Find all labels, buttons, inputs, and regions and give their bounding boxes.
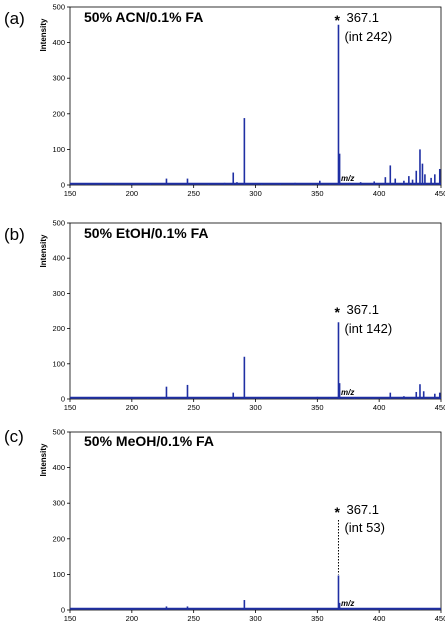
y-tick-label: 300 <box>52 289 65 298</box>
x-tick-label: 450 <box>435 403 445 412</box>
y-tick-label: 400 <box>52 254 65 263</box>
y-tick-label: 400 <box>52 463 65 472</box>
x-axis-label: m/z <box>341 599 354 608</box>
x-tick-label: 250 <box>187 614 200 623</box>
panel-label: (c) <box>4 427 24 446</box>
y-axis-label: Intensity <box>39 18 48 51</box>
x-tick-label: 350 <box>311 189 324 198</box>
x-tick-label: 300 <box>249 403 262 412</box>
annotation-star: * <box>334 12 340 28</box>
panel-label: (b) <box>4 225 25 244</box>
annotation-intensity: (int 142) <box>344 321 392 336</box>
spectrum-panel-a: 0 100 200 300 400 500 150 200 250 300 350 400 450 Int… <box>4 3 445 199</box>
annotation-mz: 367.1 <box>346 302 379 317</box>
x-tick-label: 350 <box>311 403 324 412</box>
x-axis-label: m/z <box>341 388 354 397</box>
y-tick-label: 100 <box>52 145 65 154</box>
x-tick-label: 400 <box>373 403 386 412</box>
plot-frame <box>69 431 442 611</box>
x-tick-label: 150 <box>64 403 77 412</box>
x-tick-label: 350 <box>311 614 324 623</box>
x-tick-label: 150 <box>64 614 77 623</box>
annotation-star: * <box>334 504 340 520</box>
panel-label: (a) <box>4 9 25 28</box>
y-tick-label: 300 <box>52 74 65 83</box>
x-tick-label: 450 <box>435 614 445 623</box>
x-tick-label: 400 <box>373 614 386 623</box>
y-tick-label: 0 <box>61 606 65 615</box>
x-tick-label: 200 <box>126 189 139 198</box>
panel-title: 50% ACN/0.1% FA <box>84 9 203 25</box>
y-tick-label: 200 <box>52 534 65 543</box>
annotation-star: * <box>334 304 340 320</box>
x-tick-label: 450 <box>435 189 445 198</box>
panel-title: 50% MeOH/0.1% FA <box>84 433 214 449</box>
y-axis-label: Intensity <box>39 234 48 267</box>
y-tick-label: 500 <box>52 3 65 12</box>
x-tick-label: 250 <box>187 189 200 198</box>
y-tick-label: 500 <box>52 219 65 228</box>
annotation-intensity: (int 53) <box>344 520 384 535</box>
x-tick-label: 200 <box>126 403 139 412</box>
annotation-mz: 367.1 <box>346 10 379 25</box>
y-tick-label: 200 <box>52 324 65 333</box>
y-tick-label: 0 <box>61 181 65 190</box>
y-tick-label: 100 <box>52 570 65 579</box>
x-tick-label: 400 <box>373 189 386 198</box>
annotation-intensity: (int 242) <box>344 29 392 44</box>
x-tick-label: 200 <box>126 614 139 623</box>
x-axis-label: m/z <box>341 174 354 183</box>
panel-title: 50% EtOH/0.1% FA <box>84 225 209 241</box>
spectrum-panel-c: 0 100 200 300 400 500 150 200 250 300 350 400 450 Int… <box>4 427 445 623</box>
y-tick-label: 500 <box>52 428 65 437</box>
x-tick-label: 300 <box>249 614 262 623</box>
y-tick-label: 200 <box>52 109 65 118</box>
y-tick-label: 400 <box>52 38 65 47</box>
annotation-mz: 367.1 <box>346 502 379 517</box>
y-tick-label: 100 <box>52 359 65 368</box>
plot-frame <box>69 222 442 400</box>
x-tick-label: 150 <box>64 189 77 198</box>
y-axis-label: Intensity <box>39 443 48 476</box>
y-tick-label: 0 <box>61 395 65 404</box>
y-tick-label: 300 <box>52 499 65 508</box>
x-tick-label: 300 <box>249 189 262 198</box>
x-tick-label: 250 <box>187 403 200 412</box>
spectrum-panel-b: 0 100 200 300 400 500 150 200 250 300 350 400 450 Int… <box>4 219 445 413</box>
